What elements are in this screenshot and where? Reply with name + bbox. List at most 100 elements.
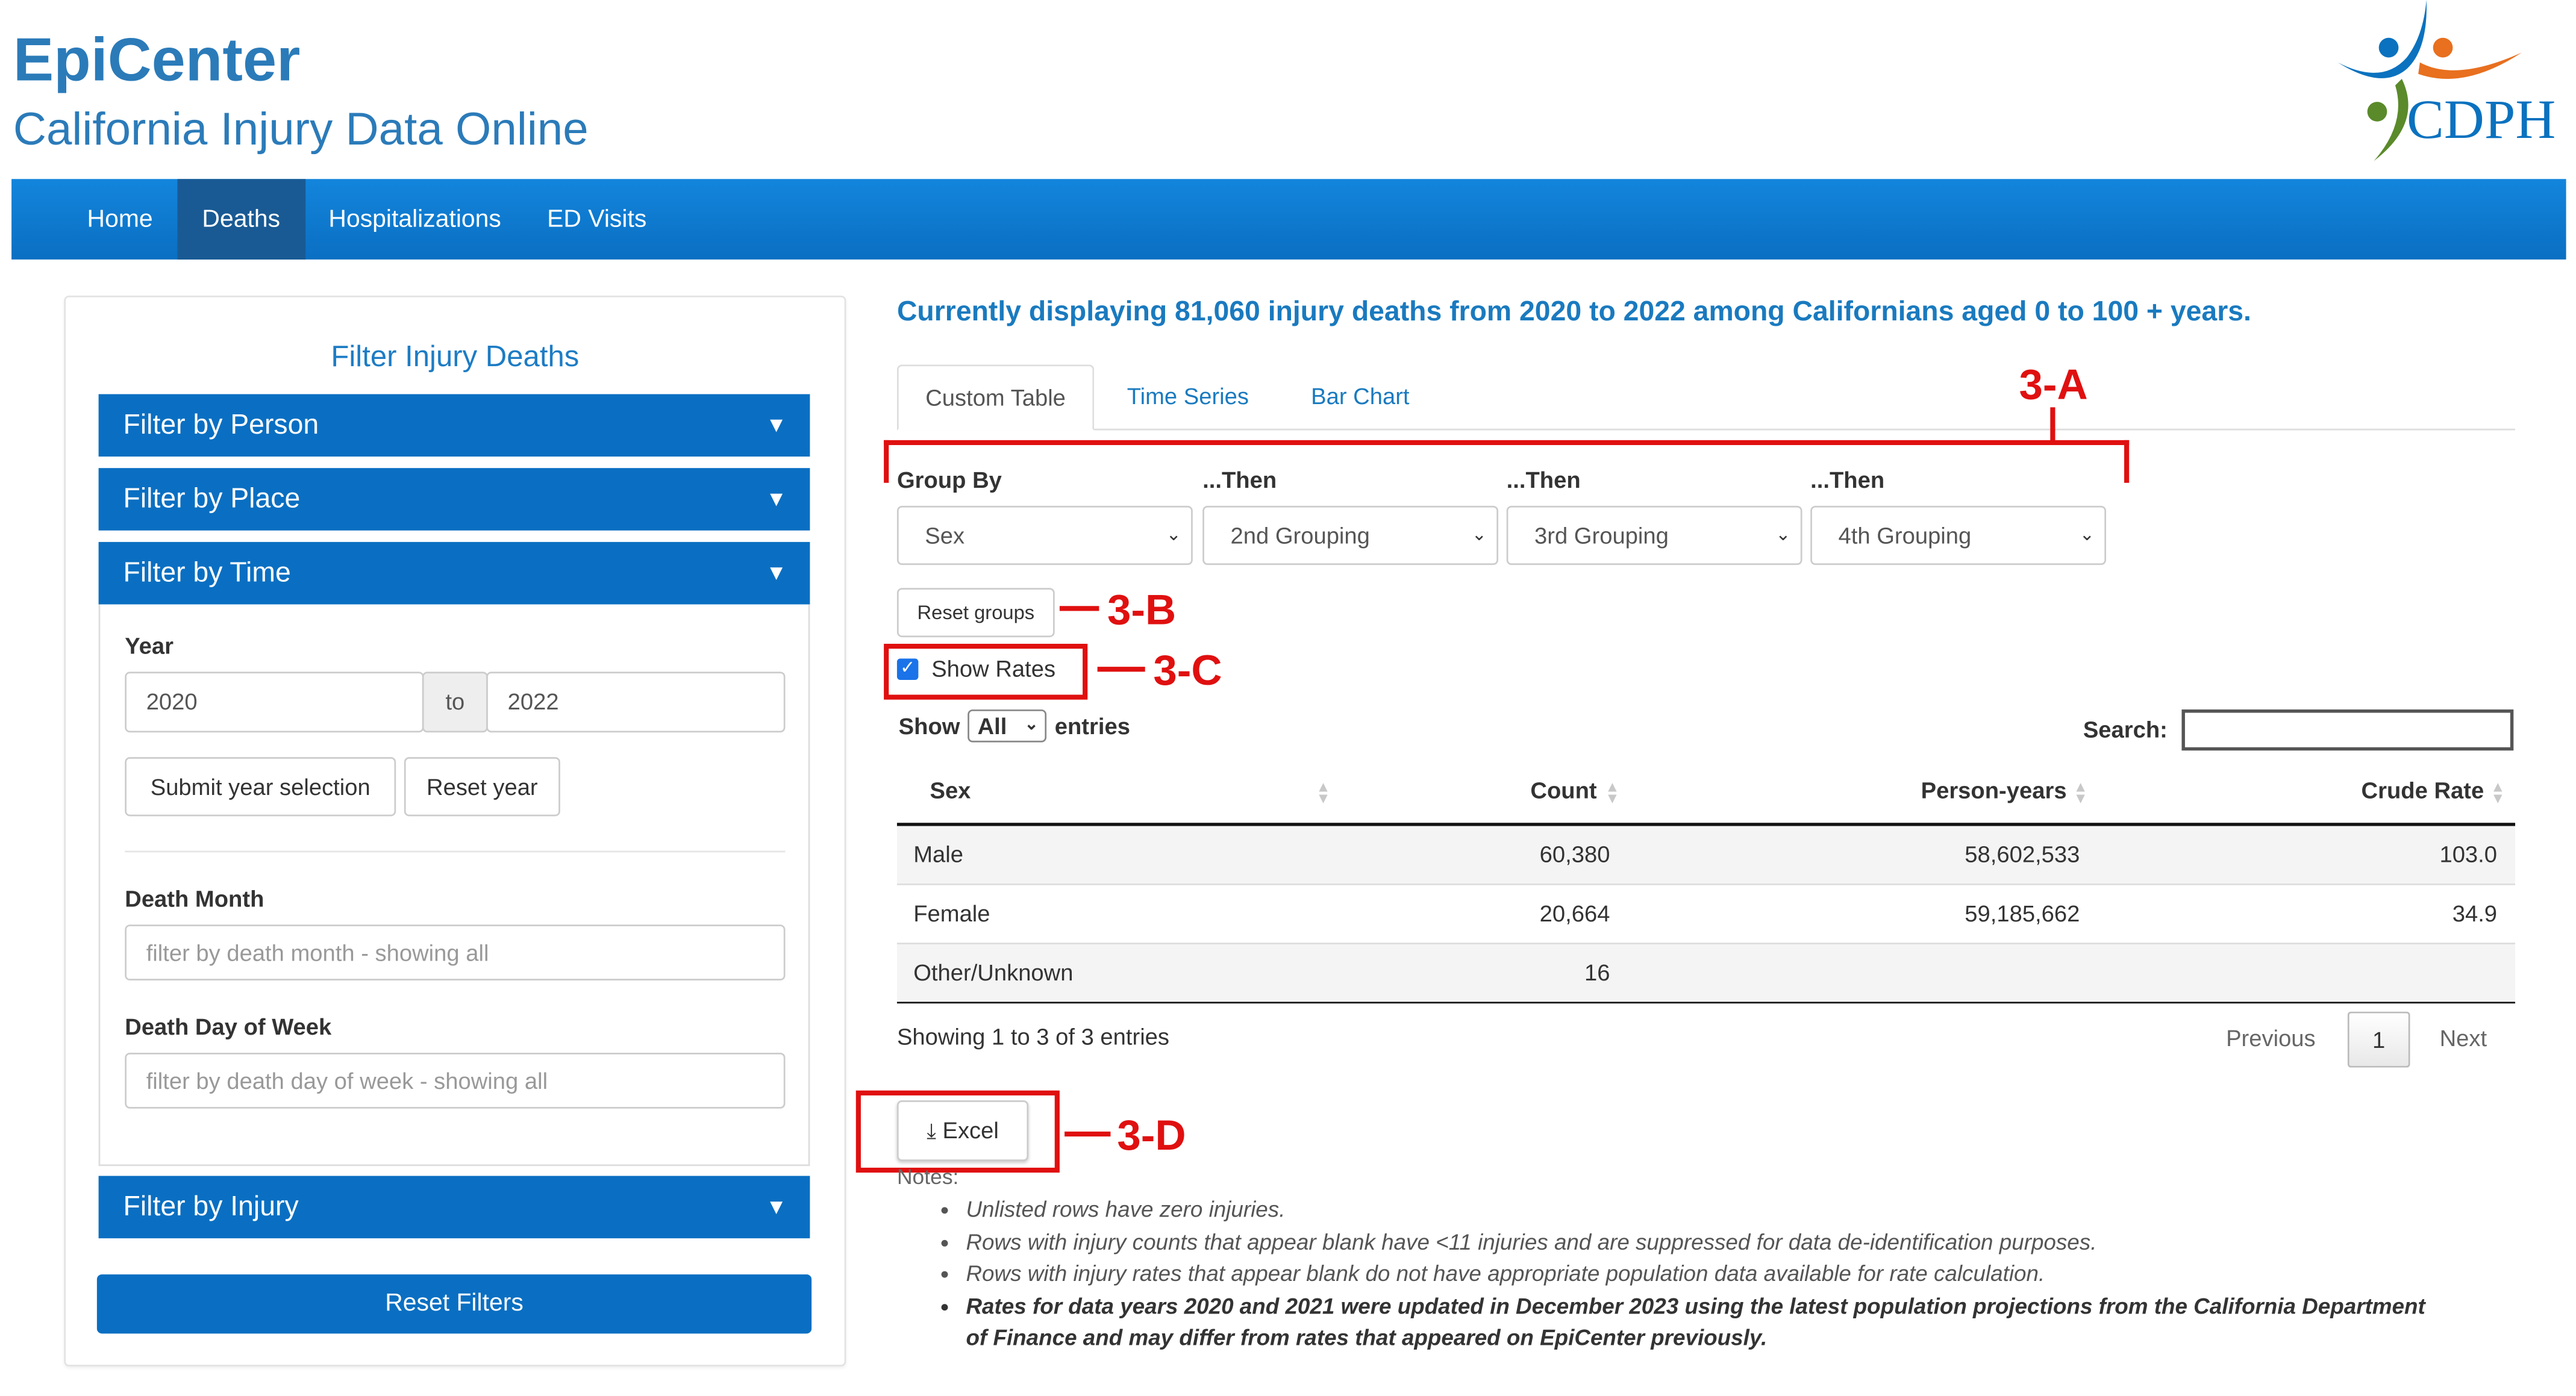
death-dow-label: Death Day of Week <box>125 1013 332 1040</box>
group-by-label: Group By <box>896 466 1002 493</box>
search-input[interactable] <box>2181 709 2514 751</box>
annotation-line <box>2050 407 2055 444</box>
column-header-person-years[interactable]: Person-years <box>1921 776 2067 803</box>
app-title: EpiCenter <box>13 26 301 94</box>
chevron-down-icon: ▼ <box>766 486 787 511</box>
cell-person-years: 58,602,533 <box>1965 841 2080 867</box>
select-value: 4th Grouping <box>1838 522 1972 549</box>
svg-text:CDPH: CDPH <box>2407 89 2556 151</box>
reset-filters-button[interactable]: Reset Filters <box>96 1274 812 1334</box>
accordion-label: Filter by Injury <box>123 1191 299 1222</box>
cell-sex: Other/Unknown <box>913 959 1074 986</box>
annotation-box <box>884 643 1088 700</box>
then-label: ...Then <box>1810 466 1885 493</box>
sort-icon[interactable]: ▲ ▼ <box>2073 778 2088 806</box>
entries-label: entries <box>1054 712 1130 740</box>
column-header-count[interactable]: Count <box>1530 776 1597 803</box>
search-label: Search: <box>2083 715 2168 743</box>
cdph-logo: CDPH <box>2337 0 2556 161</box>
table-bottom-border <box>896 1002 2516 1004</box>
previous-page-button[interactable]: Previous <box>2226 1024 2316 1052</box>
death-month-input[interactable]: filter by death month - showing all <box>125 924 786 981</box>
chevron-down-icon: ▼ <box>766 559 787 585</box>
tab-time-series[interactable]: Time Series <box>1127 382 1249 410</box>
year-label: Year <box>125 632 174 659</box>
death-dow-input[interactable]: filter by death day of week - showing al… <box>125 1053 786 1109</box>
column-header-crude-rate[interactable]: Crude Rate <box>2361 776 2484 803</box>
reset-year-button[interactable]: Reset year <box>404 757 560 817</box>
excel-label: Excel <box>942 1117 999 1143</box>
tab-custom-table[interactable]: Custom Table <box>896 364 1095 431</box>
annotation-3a: 3-A <box>2019 360 2088 410</box>
table-row: Male 60,380 58,602,533 103.0 <box>896 826 2516 885</box>
chevron-down-icon: ⌄ <box>1775 525 1791 546</box>
annotation-box <box>855 1090 1060 1173</box>
tab-bar-chart[interactable]: Bar Chart <box>1311 382 1410 410</box>
chevron-down-icon: ⌄ <box>1024 715 1039 734</box>
second-grouping-select[interactable]: 2nd Grouping ⌄ <box>1202 505 1499 566</box>
cell-person-years: 59,185,662 <box>1965 900 2080 927</box>
show-rates-label: Show Rates <box>931 655 1056 682</box>
chevron-down-icon: ⌄ <box>1166 525 1181 546</box>
cell-count: 60,380 <box>1539 841 1610 867</box>
main-nav: Home Deaths Hospitalizations ED Visits <box>11 179 2566 260</box>
note-item: Rows with injury rates that appear blank… <box>966 1258 2444 1290</box>
entries-length-select[interactable]: All ⌄ <box>968 709 1047 743</box>
then-label: ...Then <box>1202 466 1277 493</box>
nav-home[interactable]: Home <box>87 205 153 234</box>
filter-by-place[interactable]: Filter by Place ▼ <box>98 468 810 531</box>
annotation-line <box>1059 606 1099 611</box>
next-page-button[interactable]: Next <box>2439 1024 2487 1052</box>
annotation-line <box>1097 667 1145 672</box>
filter-by-injury[interactable]: Filter by Injury ▼ <box>98 1176 810 1239</box>
notes-list: Unlisted rows have zero injuries. Rows w… <box>900 1194 2444 1354</box>
annotation-3d: 3-D <box>1117 1110 1186 1160</box>
notes-label: Notes: <box>896 1164 959 1189</box>
note-item: Rates for data years 2020 and 2021 were … <box>966 1290 2444 1354</box>
nav-deaths[interactable]: Deaths <box>177 179 305 260</box>
accordion-label: Filter by Place <box>123 482 301 514</box>
cell-sex: Female <box>913 900 990 927</box>
column-header-sex[interactable]: Sex <box>930 776 971 803</box>
death-month-label: Death Month <box>125 885 264 912</box>
nav-hospitalizations[interactable]: Hospitalizations <box>328 205 501 234</box>
chevron-down-icon: ▼ <box>766 1194 787 1219</box>
chevron-down-icon: ⌄ <box>1471 525 1487 546</box>
filter-title: Filter Injury Deaths <box>331 340 580 373</box>
cell-sex: Male <box>913 841 964 867</box>
sort-icon[interactable]: ▲ ▼ <box>1316 778 1331 806</box>
sort-icon[interactable]: ▲ ▼ <box>1605 778 1620 806</box>
filter-by-time[interactable]: Filter by Time ▼ <box>98 541 810 605</box>
excel-export-button[interactable]: ⤓ Excel <box>896 1100 1029 1161</box>
reset-groups-button[interactable]: Reset groups <box>896 588 1055 638</box>
year-from-input[interactable]: 2020 <box>125 672 424 733</box>
year-to-addon: to <box>422 672 488 733</box>
nav-ed-visits[interactable]: ED Visits <box>547 205 647 234</box>
select-value: Sex <box>925 522 965 549</box>
annotation-line <box>1064 1131 1111 1137</box>
third-grouping-select[interactable]: 3rd Grouping ⌄ <box>1506 505 1802 566</box>
download-icon: ⤓ <box>927 1118 936 1143</box>
submit-year-button[interactable]: Submit year selection <box>125 757 396 817</box>
cell-crude-rate: 34.9 <box>2452 900 2498 927</box>
filter-by-person[interactable]: Filter by Person ▼ <box>98 394 810 457</box>
sort-icon[interactable]: ▲ ▼ <box>2490 778 2506 806</box>
table-row: Female 20,664 59,185,662 34.9 <box>896 885 2516 945</box>
then-label: ...Then <box>1506 466 1581 493</box>
chevron-down-icon: ⌄ <box>2079 525 2095 546</box>
annotation-3b: 3-B <box>1107 584 1177 634</box>
cell-count: 16 <box>1584 959 1610 986</box>
select-value: All <box>977 712 1007 740</box>
note-item: Rows with injury counts that appear blan… <box>966 1226 2444 1258</box>
group-by-select[interactable]: Sex ⌄ <box>896 505 1193 566</box>
page-1-button[interactable]: 1 <box>2347 1011 2410 1068</box>
table-row: Other/Unknown 16 <box>896 944 2516 1002</box>
select-value: 3rd Grouping <box>1534 522 1669 549</box>
chevron-down-icon: ▼ <box>766 412 787 437</box>
note-item: Unlisted rows have zero injuries. <box>966 1194 2444 1226</box>
app-subtitle: California Injury Data Online <box>13 103 589 155</box>
fourth-grouping-select[interactable]: 4th Grouping ⌄ <box>1810 505 2107 566</box>
year-to-input[interactable]: 2022 <box>486 672 786 733</box>
tab-divider <box>896 428 2516 431</box>
show-rates-checkbox[interactable]: ✓ <box>896 658 919 680</box>
